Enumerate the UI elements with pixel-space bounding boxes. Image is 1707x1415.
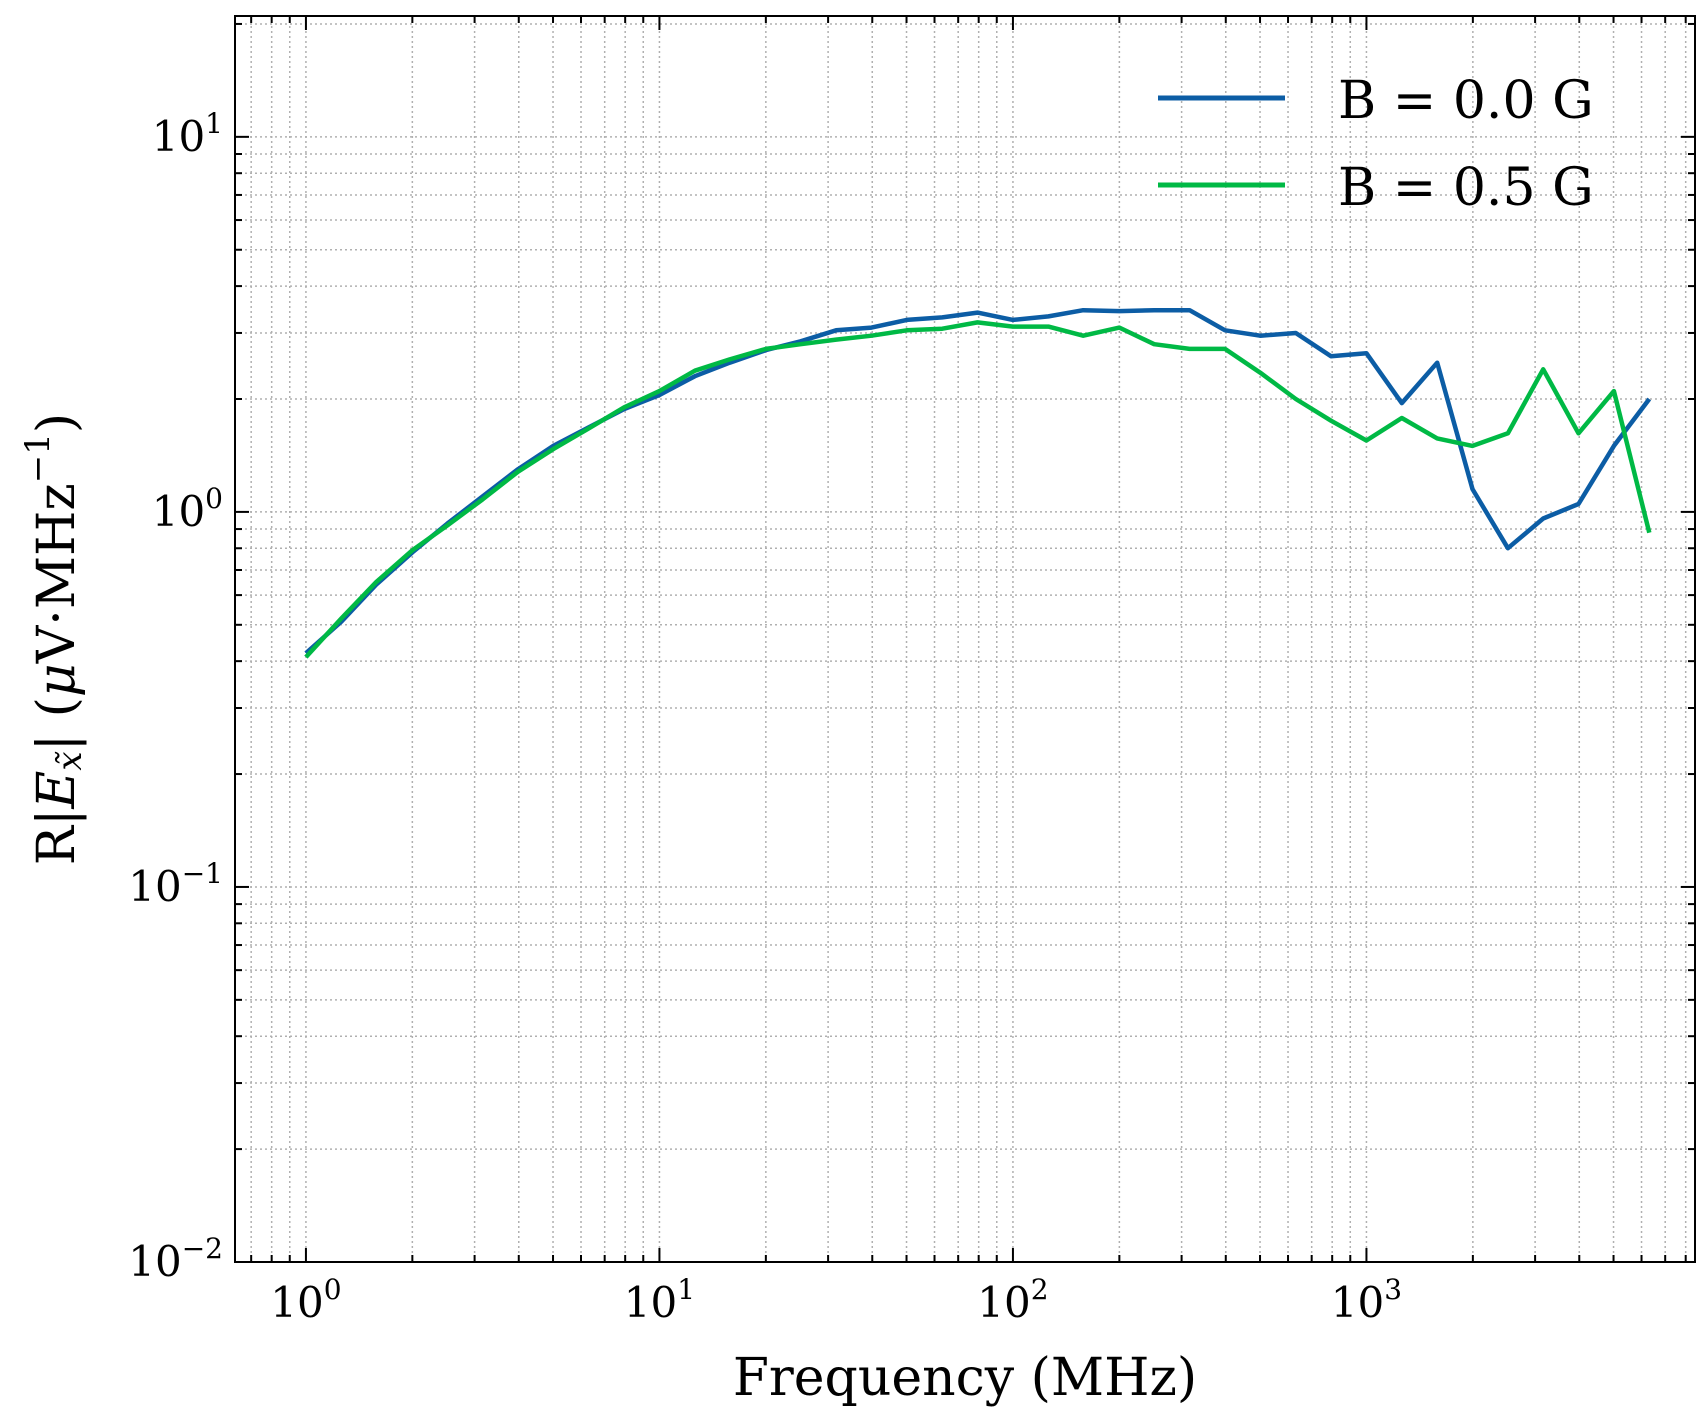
y-tick-label: 10−2	[128, 1232, 223, 1286]
x-tick-base: 10	[1331, 1278, 1384, 1327]
y-tick-label: 10−1	[128, 857, 223, 911]
x-tick-base: 10	[977, 1278, 1030, 1327]
y-tick-base: 10	[152, 112, 205, 161]
y-label-mu: μ	[27, 663, 87, 697]
y-tick-label: 101	[152, 107, 223, 161]
legend-label-b-0.0: B = 0.0 G	[1338, 71, 1594, 131]
y-axis-label: R|Ex̃| (μV·MHz−1)	[18, 413, 90, 865]
axis-ticks	[235, 16, 1695, 1263]
x-tick-label: 101	[624, 1273, 695, 1327]
y-tick-base: 10	[128, 1237, 181, 1286]
x-tick-label: 103	[1331, 1273, 1402, 1327]
x-axis-label: Frequency (MHz)	[733, 1348, 1197, 1408]
x-tick-labels: 100 101 102 103	[270, 1273, 1402, 1327]
legend: B = 0.0 G B = 0.5 G	[1158, 71, 1594, 218]
y-tick-label: 100	[152, 482, 223, 536]
y-label-var: E	[27, 771, 87, 810]
y-tick-base: 10	[152, 487, 205, 536]
y-label-sub: x̃	[50, 751, 90, 771]
series-line-1	[304, 320, 1652, 659]
series-lines	[304, 307, 1652, 659]
x-tick-exp: 1	[677, 1273, 695, 1306]
grid	[235, 16, 1695, 1263]
y-tick-base: 10	[128, 862, 181, 911]
y-label-prefix: R|	[27, 809, 87, 866]
x-tick-label: 100	[270, 1273, 341, 1327]
y-tick-exp: −2	[182, 1232, 223, 1265]
y-tick-exp: −1	[182, 857, 223, 890]
x-tick-exp: 0	[324, 1273, 342, 1306]
y-label-close: )	[27, 413, 87, 433]
y-tick-exp: 1	[205, 107, 223, 140]
plot-frame	[234, 15, 1696, 1263]
y-label-exp: −1	[18, 433, 58, 483]
x-tick-exp: 2	[1031, 1273, 1049, 1306]
x-tick-base: 10	[270, 1278, 323, 1327]
y-tick-exp: 0	[205, 482, 223, 515]
series-line-0	[304, 307, 1652, 655]
y-label-suffix: | (	[27, 697, 87, 751]
x-tick-exp: 3	[1384, 1273, 1402, 1306]
x-tick-label: 102	[977, 1273, 1048, 1327]
legend-label-b-0.5: B = 0.5 G	[1338, 158, 1594, 218]
x-tick-base: 10	[624, 1278, 677, 1327]
y-label-unit: V·MHz	[27, 483, 87, 664]
